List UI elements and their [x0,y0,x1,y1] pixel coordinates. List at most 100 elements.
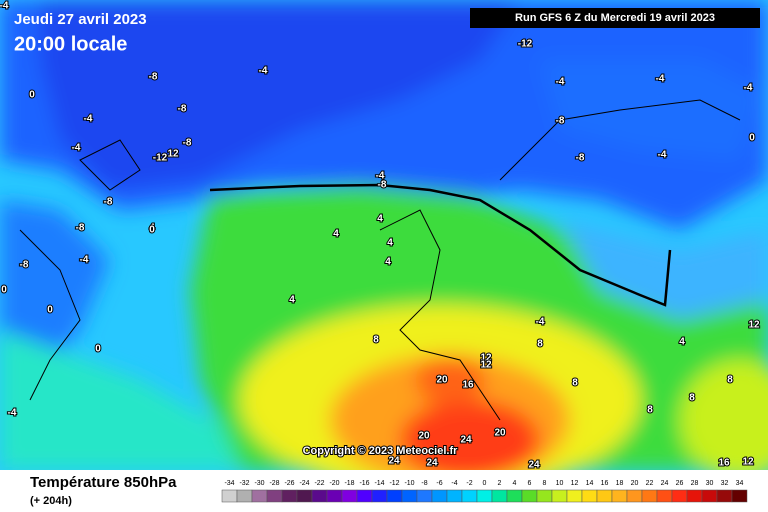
contour-label: -8 [149,72,158,83]
contour-label: 4 [333,229,339,240]
legend-label: -16 [359,480,369,487]
contour-label: 12 [742,457,754,468]
legend-swatch [656,489,673,503]
legend-swatch [296,489,313,503]
contour-label: -4 [556,77,565,88]
legend-label: 34 [736,480,744,487]
contour-label: -8 [104,197,113,208]
legend-label: 30 [706,480,714,487]
legend-label: -24 [299,480,309,487]
contour-labels: -8-8-40-4-4 -8-12 12-8-8-12-4 -4-8-8-40-4-4… [0,0,761,472]
contour-label: 8 [689,393,695,404]
contour-label: -8 [20,260,29,271]
contour-label: 4 [679,337,685,348]
legend-swatch [716,489,733,503]
legend-label: -22 [314,480,324,487]
contour-label: 4 [149,223,155,234]
legend-label: 26 [676,480,684,487]
legend-swatch [461,489,478,503]
legend-swatch [401,489,418,503]
legend-swatch [341,489,358,503]
legend-swatch [626,489,643,503]
legend-swatch [641,489,658,503]
legend: -34 -32 -30 -28 -26 -24 -22 -20 -18 -16 -14 -12 -10-… [221,480,748,503]
contour-label: -8 [76,223,85,234]
contour-label: 12 [167,149,179,160]
legend-swatch [371,489,388,503]
legend-label: 16 [601,480,609,487]
legend-swatch [551,489,568,503]
footer-title: Température 850hPa [30,474,177,491]
contour-label: 0 [1,285,7,296]
legend-label: -6 [436,480,442,487]
isotherms [19,99,741,421]
temperature-field [0,0,768,495]
legend-swatch [506,489,523,503]
contour-label: 24 [460,435,472,446]
legend-label: -10 [404,480,414,487]
contour-label: 16 [718,458,730,469]
legend-swatch [686,489,703,503]
contour-label: -4 [376,171,385,182]
legend-swatch [491,489,508,503]
legend-swatch [671,489,688,503]
legend-swatch [416,489,433,503]
legend-label: 4 [513,480,517,487]
legend-label: 8 [543,480,547,487]
coast [379,209,501,421]
coast [19,229,81,401]
legend-label: -14 [374,480,384,487]
legend-swatch [251,489,268,503]
legend-swatch [476,489,493,503]
copyright: Copyright © 2023 Meteociel.fr [303,445,459,457]
contour-label: -12 [153,153,168,164]
legend-label: -26 [284,480,294,487]
contour-label: -8 [183,138,192,149]
contour-label: 12 [748,320,760,331]
contour-label: 8 [537,339,543,350]
contour-label: 0 [47,305,53,316]
contour-label: -4 [0,1,9,12]
contour-label: 0 [95,344,101,355]
legend-swatch [581,489,598,503]
contour-label: -4 [744,83,753,94]
contour-label: -4 [80,255,89,266]
zero-isotherm [209,183,672,307]
contour-label: 24 [388,456,400,467]
legend-swatch [536,489,553,503]
contour-label: -8 [576,153,585,164]
contour-label: 8 [572,378,578,389]
legend-swatch [311,489,328,503]
legend-swatch [266,489,283,503]
legend-label: 0 [483,480,487,487]
legend-label: 32 [721,480,729,487]
legend-label: -28 [269,480,279,487]
legend-swatch [386,489,403,503]
run-box [470,8,760,28]
contour-label: -4 [656,74,665,85]
contour-label: 4 [387,238,393,249]
legend-swatch [326,489,343,503]
run-info: Run GFS 6 Z du Mercredi 19 avril 2023 [515,12,715,24]
contour-label: 16 [462,380,474,391]
contour-label: -4 [84,114,93,125]
legend-swatch [611,489,628,503]
legend-label: -12 [389,480,399,487]
contour-label: -8 [378,180,387,191]
contour-label: 0 [749,133,755,144]
contour-label: 20 [418,431,430,442]
legend-swatch [446,489,463,503]
footer-lead: (+ 204h) [30,495,72,507]
legend-label: -32 [239,480,249,487]
contour-label: 24 [426,458,438,469]
legend-label: 10 [556,480,564,487]
legend-label: -20 [329,480,339,487]
contour-label: -4 [536,317,545,328]
forecast-time: 20:00 locale [14,33,127,55]
coast [499,99,741,181]
legend-label: 2 [498,480,502,487]
contour-label: 12 [480,353,492,364]
legend-label: -8 [421,480,427,487]
